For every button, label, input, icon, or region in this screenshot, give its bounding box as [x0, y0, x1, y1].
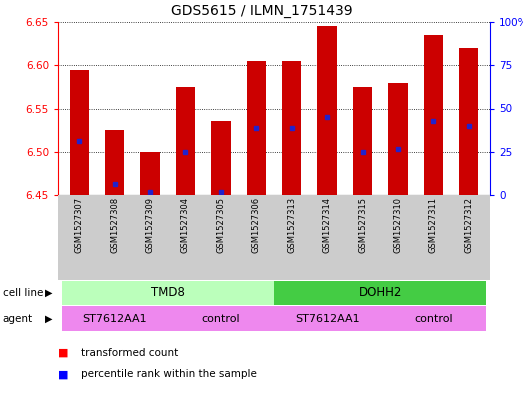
- Text: GSM1527308: GSM1527308: [110, 197, 119, 253]
- Text: percentile rank within the sample: percentile rank within the sample: [81, 369, 257, 380]
- Text: control: control: [201, 314, 240, 323]
- Text: ■: ■: [58, 369, 68, 380]
- Bar: [168, 305, 274, 331]
- Bar: [380, 305, 486, 331]
- Text: ST7612AA1: ST7612AA1: [295, 314, 359, 323]
- Text: GSM1527310: GSM1527310: [393, 197, 402, 253]
- Text: GSM1527304: GSM1527304: [181, 197, 190, 253]
- Bar: [211, 121, 231, 195]
- Text: GSM1527313: GSM1527313: [287, 197, 296, 253]
- Text: TMD8: TMD8: [151, 286, 185, 299]
- Bar: [62, 305, 168, 331]
- Bar: [459, 48, 479, 195]
- Text: GSM1527306: GSM1527306: [252, 197, 261, 253]
- Text: GSM1527312: GSM1527312: [464, 197, 473, 253]
- Bar: [274, 305, 380, 331]
- Bar: [176, 87, 195, 195]
- Bar: [353, 87, 372, 195]
- Bar: [62, 281, 274, 305]
- Bar: [317, 26, 337, 195]
- Text: ■: ■: [58, 348, 68, 358]
- Text: GSM1527309: GSM1527309: [145, 197, 155, 253]
- Text: GSM1527307: GSM1527307: [75, 197, 84, 253]
- Bar: [282, 61, 301, 195]
- Text: DOHH2: DOHH2: [359, 286, 402, 299]
- Text: ▶: ▶: [46, 288, 53, 298]
- Bar: [70, 70, 89, 195]
- Text: GSM1527315: GSM1527315: [358, 197, 367, 253]
- Text: GSM1527311: GSM1527311: [429, 197, 438, 253]
- Text: agent: agent: [3, 314, 33, 323]
- Text: transformed count: transformed count: [81, 348, 178, 358]
- Bar: [140, 152, 160, 195]
- Text: GSM1527314: GSM1527314: [323, 197, 332, 253]
- Text: cell line: cell line: [3, 288, 43, 298]
- Text: ST7612AA1: ST7612AA1: [82, 314, 147, 323]
- Text: control: control: [414, 314, 453, 323]
- Bar: [274, 281, 486, 305]
- Text: GDS5615 / ILMN_1751439: GDS5615 / ILMN_1751439: [170, 4, 353, 18]
- Text: ▶: ▶: [46, 314, 53, 323]
- Bar: [246, 61, 266, 195]
- Bar: [424, 35, 443, 195]
- Bar: [388, 83, 407, 195]
- Bar: [105, 130, 124, 195]
- Text: GSM1527305: GSM1527305: [217, 197, 225, 253]
